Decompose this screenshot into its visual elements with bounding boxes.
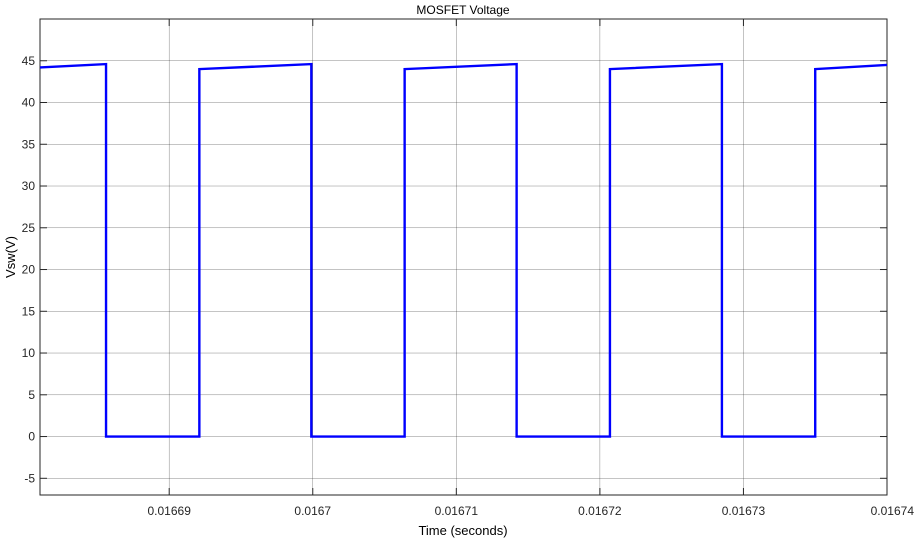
- x-tick-label: 0.01672: [578, 504, 622, 518]
- x-tick-label: 0.01674: [871, 504, 915, 518]
- grid-lines: [40, 19, 888, 495]
- y-tick-label: 35: [22, 137, 36, 151]
- y-tick-label: 40: [22, 96, 36, 110]
- y-axis-title: Vsw(V): [3, 236, 18, 278]
- x-tick-label: 0.0167: [294, 504, 331, 518]
- y-tick-label: 10: [22, 346, 36, 360]
- chart-title: MOSFET Voltage: [416, 3, 509, 17]
- y-tick-label: 20: [22, 263, 36, 277]
- y-tick-label: 0: [28, 430, 35, 444]
- x-tick-label: 0.01671: [435, 504, 479, 518]
- y-tick-label: 15: [22, 304, 36, 318]
- series-line-vsw: [39, 62, 888, 438]
- x-tick-label: 0.01669: [148, 504, 192, 518]
- y-tick-label: 45: [22, 54, 36, 68]
- x-axis-title: Time (seconds): [418, 523, 507, 538]
- plot-area: [39, 18, 888, 496]
- y-tick-label: 30: [22, 179, 36, 193]
- y-tick-label: 25: [22, 221, 36, 235]
- series-layer: [39, 62, 888, 438]
- x-tick-label: 0.01673: [722, 504, 766, 518]
- tick-labels: 0.01669 0.0167 0.01671 0.01672 0.01673 0.0167…: [22, 54, 915, 518]
- y-tick-label: -5: [24, 471, 35, 485]
- y-tick-label: 5: [28, 388, 35, 402]
